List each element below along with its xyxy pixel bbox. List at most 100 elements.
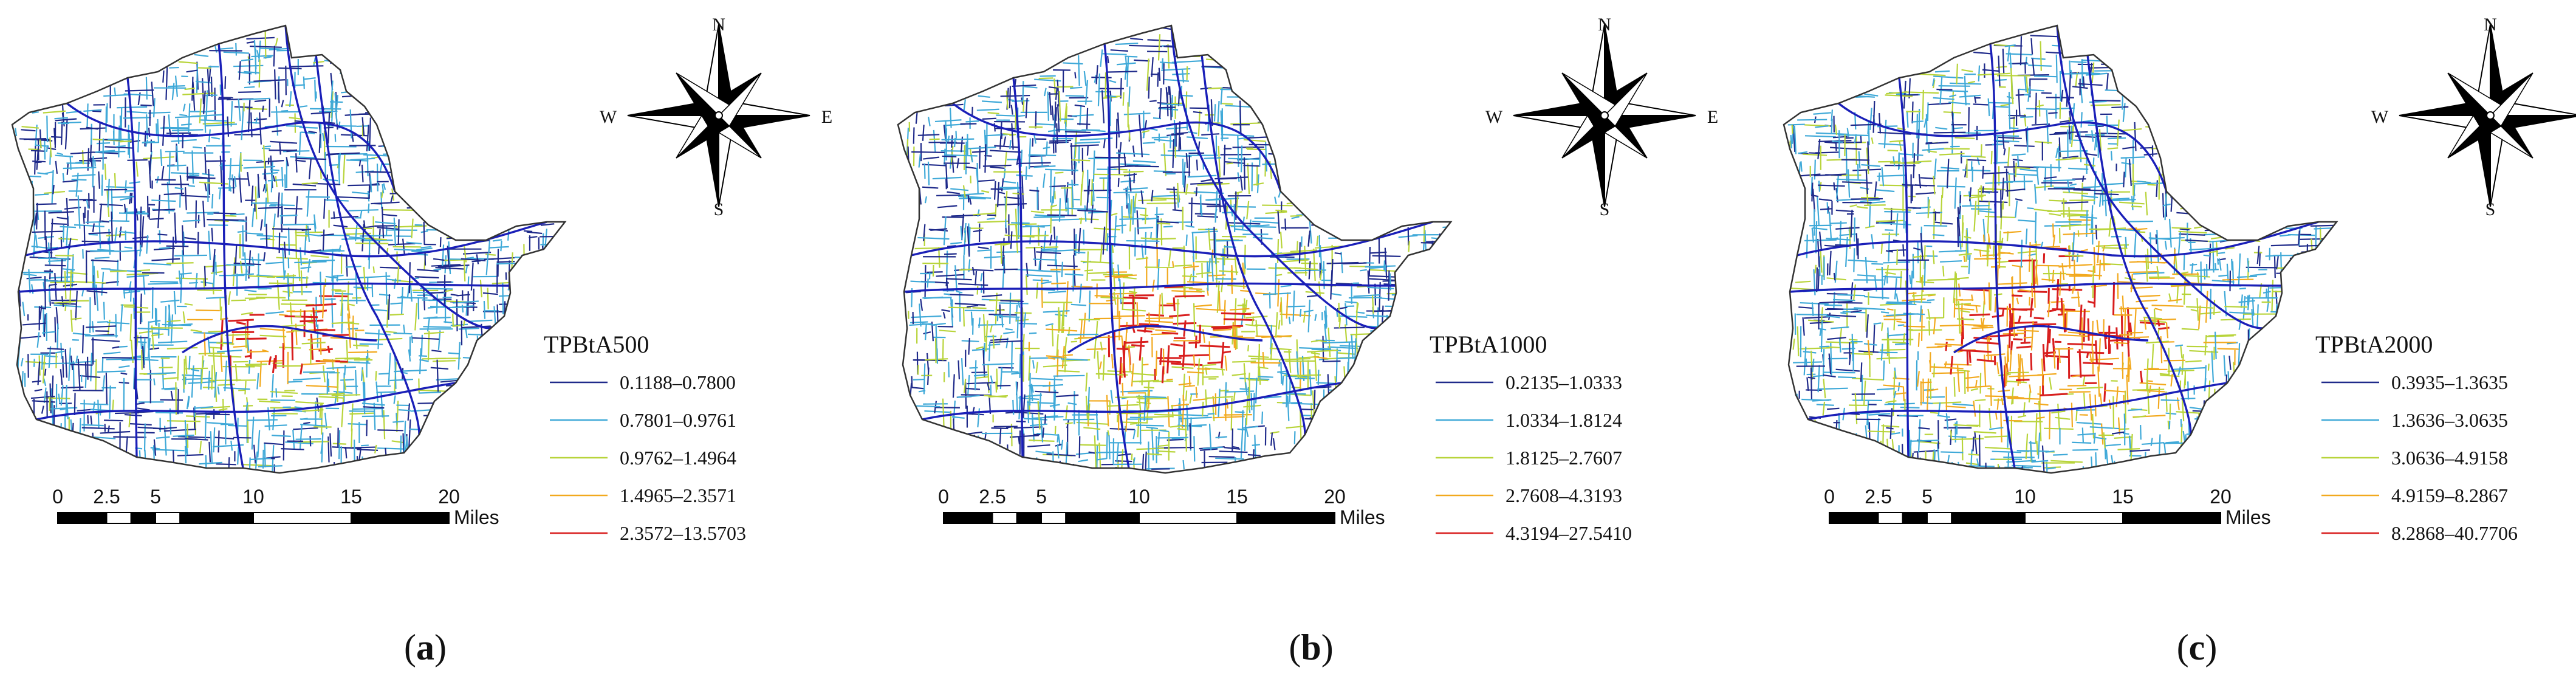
road-segment xyxy=(174,187,183,190)
road-segment xyxy=(1810,350,1814,380)
road-segment xyxy=(1893,390,1897,399)
road-segment xyxy=(2029,298,2033,317)
road-segment xyxy=(1048,381,1051,392)
road-segment xyxy=(915,112,918,124)
road-segment xyxy=(2217,348,2239,350)
road-segment xyxy=(1162,331,1179,335)
road-segment xyxy=(1992,450,2022,453)
road-segment xyxy=(208,441,211,463)
road-segment xyxy=(2018,315,2021,323)
road-segment xyxy=(394,249,422,252)
road-segment xyxy=(43,378,47,387)
road-segment xyxy=(184,187,187,210)
road-segment xyxy=(331,394,361,396)
road-segment xyxy=(1883,384,1903,388)
road-segment xyxy=(283,223,316,226)
road-segment xyxy=(21,126,39,129)
road-segment xyxy=(2227,371,2230,400)
road-segment xyxy=(1951,438,1984,441)
road-segment xyxy=(307,259,311,273)
road-segment xyxy=(244,325,247,348)
road-segment xyxy=(1817,139,1821,159)
road-segment xyxy=(540,243,551,246)
road-segment xyxy=(1274,196,1277,204)
scale-bar-tick-label: 15 xyxy=(1226,486,1248,508)
road-segment xyxy=(125,436,128,457)
road-segment xyxy=(1065,207,1097,210)
road-segment xyxy=(159,427,177,430)
road-segment xyxy=(80,374,101,379)
road-segment xyxy=(1032,279,1049,281)
road-segment xyxy=(433,258,445,261)
road-segment xyxy=(2017,415,2027,418)
road-segment xyxy=(1906,91,1939,94)
road-segment xyxy=(103,351,121,355)
road-segment xyxy=(1939,153,1965,156)
road-segment xyxy=(142,275,146,295)
road-segment xyxy=(951,135,953,148)
road-segment xyxy=(1815,125,1829,128)
road-segment xyxy=(1286,201,1304,205)
road-segment xyxy=(70,151,94,154)
road-segment xyxy=(1905,207,1921,209)
road-segment xyxy=(1993,105,2009,108)
road-segment xyxy=(1307,294,1319,298)
road-segment xyxy=(1272,438,1276,450)
road-segment xyxy=(1179,137,1182,150)
road-segment xyxy=(32,380,41,383)
road-segment xyxy=(300,266,312,269)
road-segment xyxy=(2105,89,2134,92)
road-segment xyxy=(2094,134,2097,151)
road-segment xyxy=(315,297,318,327)
road-segment xyxy=(1847,169,1851,198)
scale-bar-segment xyxy=(155,512,181,524)
road-segment xyxy=(185,356,188,374)
road-segment xyxy=(70,419,73,437)
road-segment xyxy=(1137,227,1154,229)
road-segment xyxy=(1889,140,1905,143)
arterial-road xyxy=(1170,26,1377,329)
road-segment xyxy=(2190,263,2197,266)
road-segment xyxy=(1928,320,1931,336)
road-segment xyxy=(2140,425,2142,440)
road-segment xyxy=(137,122,140,153)
road-segment xyxy=(354,439,355,469)
road-segment xyxy=(1117,453,1131,457)
road-segment xyxy=(978,95,990,98)
road-segment xyxy=(1963,255,1966,263)
road-segment xyxy=(1354,338,1357,371)
road-segment xyxy=(1023,394,1026,418)
road-segment xyxy=(57,216,68,220)
road-segment xyxy=(283,291,293,294)
road-segment xyxy=(1102,226,1106,255)
road-segment xyxy=(292,429,295,450)
road-segment xyxy=(46,145,49,153)
road-segment xyxy=(2008,320,2012,348)
road-segment xyxy=(990,375,993,384)
road-segment xyxy=(1817,387,1848,390)
road-segment xyxy=(1071,285,1093,288)
road-segment xyxy=(2103,252,2105,271)
road-segment xyxy=(1408,241,1410,252)
road-segment xyxy=(1958,283,1961,297)
road-segment xyxy=(1157,444,1168,447)
road-segment xyxy=(55,350,65,354)
road-segment xyxy=(177,389,179,415)
road-segment xyxy=(1890,207,1893,226)
road-segment xyxy=(245,364,262,367)
road-segment xyxy=(1142,129,1150,133)
road-segment xyxy=(214,436,235,439)
road-segment xyxy=(1863,381,1866,406)
road-segment xyxy=(65,385,67,417)
road-segment xyxy=(41,405,44,414)
road-segment xyxy=(411,335,413,343)
road-segment xyxy=(1987,337,1989,361)
road-segment xyxy=(1270,325,1273,355)
road-segment xyxy=(1054,426,1057,435)
road-segment xyxy=(1218,145,1221,178)
road-segment xyxy=(2011,153,2026,156)
road-segment xyxy=(2060,298,2064,315)
road-segment xyxy=(53,304,81,308)
road-segment xyxy=(1975,306,1978,313)
road-segment xyxy=(1137,329,1153,333)
